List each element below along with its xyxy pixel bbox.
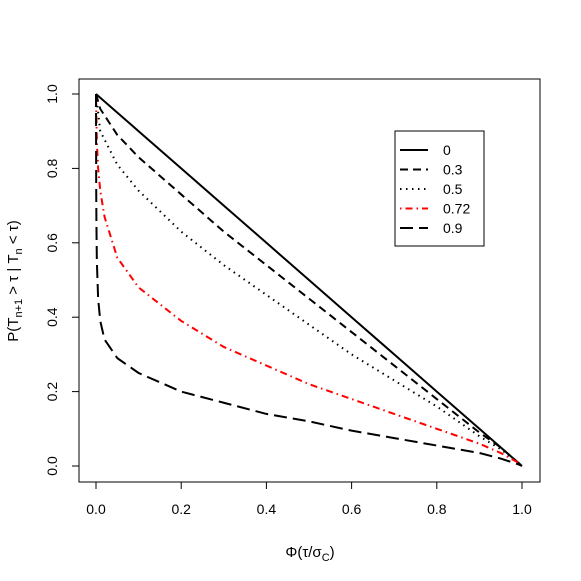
y-axis-title-p2: > τ | T [5,254,22,298]
y-tick-label: 1.0 [44,84,60,104]
legend-label: 0.5 [443,181,463,197]
x-axis-title-end: ) [330,544,335,561]
x-tick-label: 0.2 [171,501,191,517]
y-axis-title: P(Tn+1 > τ | Tn < τ) [5,220,25,341]
legend-label: 0.3 [443,162,463,178]
series-lines [95,93,523,467]
series-line-0-9 [95,93,523,467]
x-tick-label: 0.4 [257,501,277,517]
legend-label: 0.72 [443,201,470,217]
y-tick-label: 0.0 [44,456,60,476]
axes: 0.0 0.2 0.4 0.6 0.8 1.0 0.0 0.2 0.4 0.6 0.8 1.0 [44,84,532,517]
y-axis-title-p1: P(T [5,318,22,342]
series-line-0 [95,93,523,467]
y-tick-label: 0.6 [44,233,60,253]
y-tick-label: 0.8 [44,158,60,178]
x-tick-label: 0.0 [86,501,106,517]
y-tick-label: 0.4 [44,307,60,327]
x-axis-title-main: Φ(τ/σ [285,544,322,561]
x-tick-label: 1.0 [512,501,532,517]
y-axis-title-s2: n [13,248,25,254]
y-axis-title-s1: n+1 [13,299,25,318]
legend: 0 0.3 0.5 0.72 0.9 [394,130,485,247]
x-tick-label: 0.8 [427,501,447,517]
series-line-0-3 [95,93,523,467]
legend-label: 0.9 [443,220,463,236]
y-axis-title-p3: < τ) [5,220,22,248]
x-axis-title: Φ(τ/σC) [285,544,334,564]
legend-label: 0 [443,142,451,158]
x-tick-label: 0.6 [342,501,362,517]
x-axis-title-sub: C [322,552,330,564]
y-tick-label: 0.2 [44,382,60,402]
series-line-0-72 [95,93,523,467]
series-line-0-5 [95,93,523,467]
